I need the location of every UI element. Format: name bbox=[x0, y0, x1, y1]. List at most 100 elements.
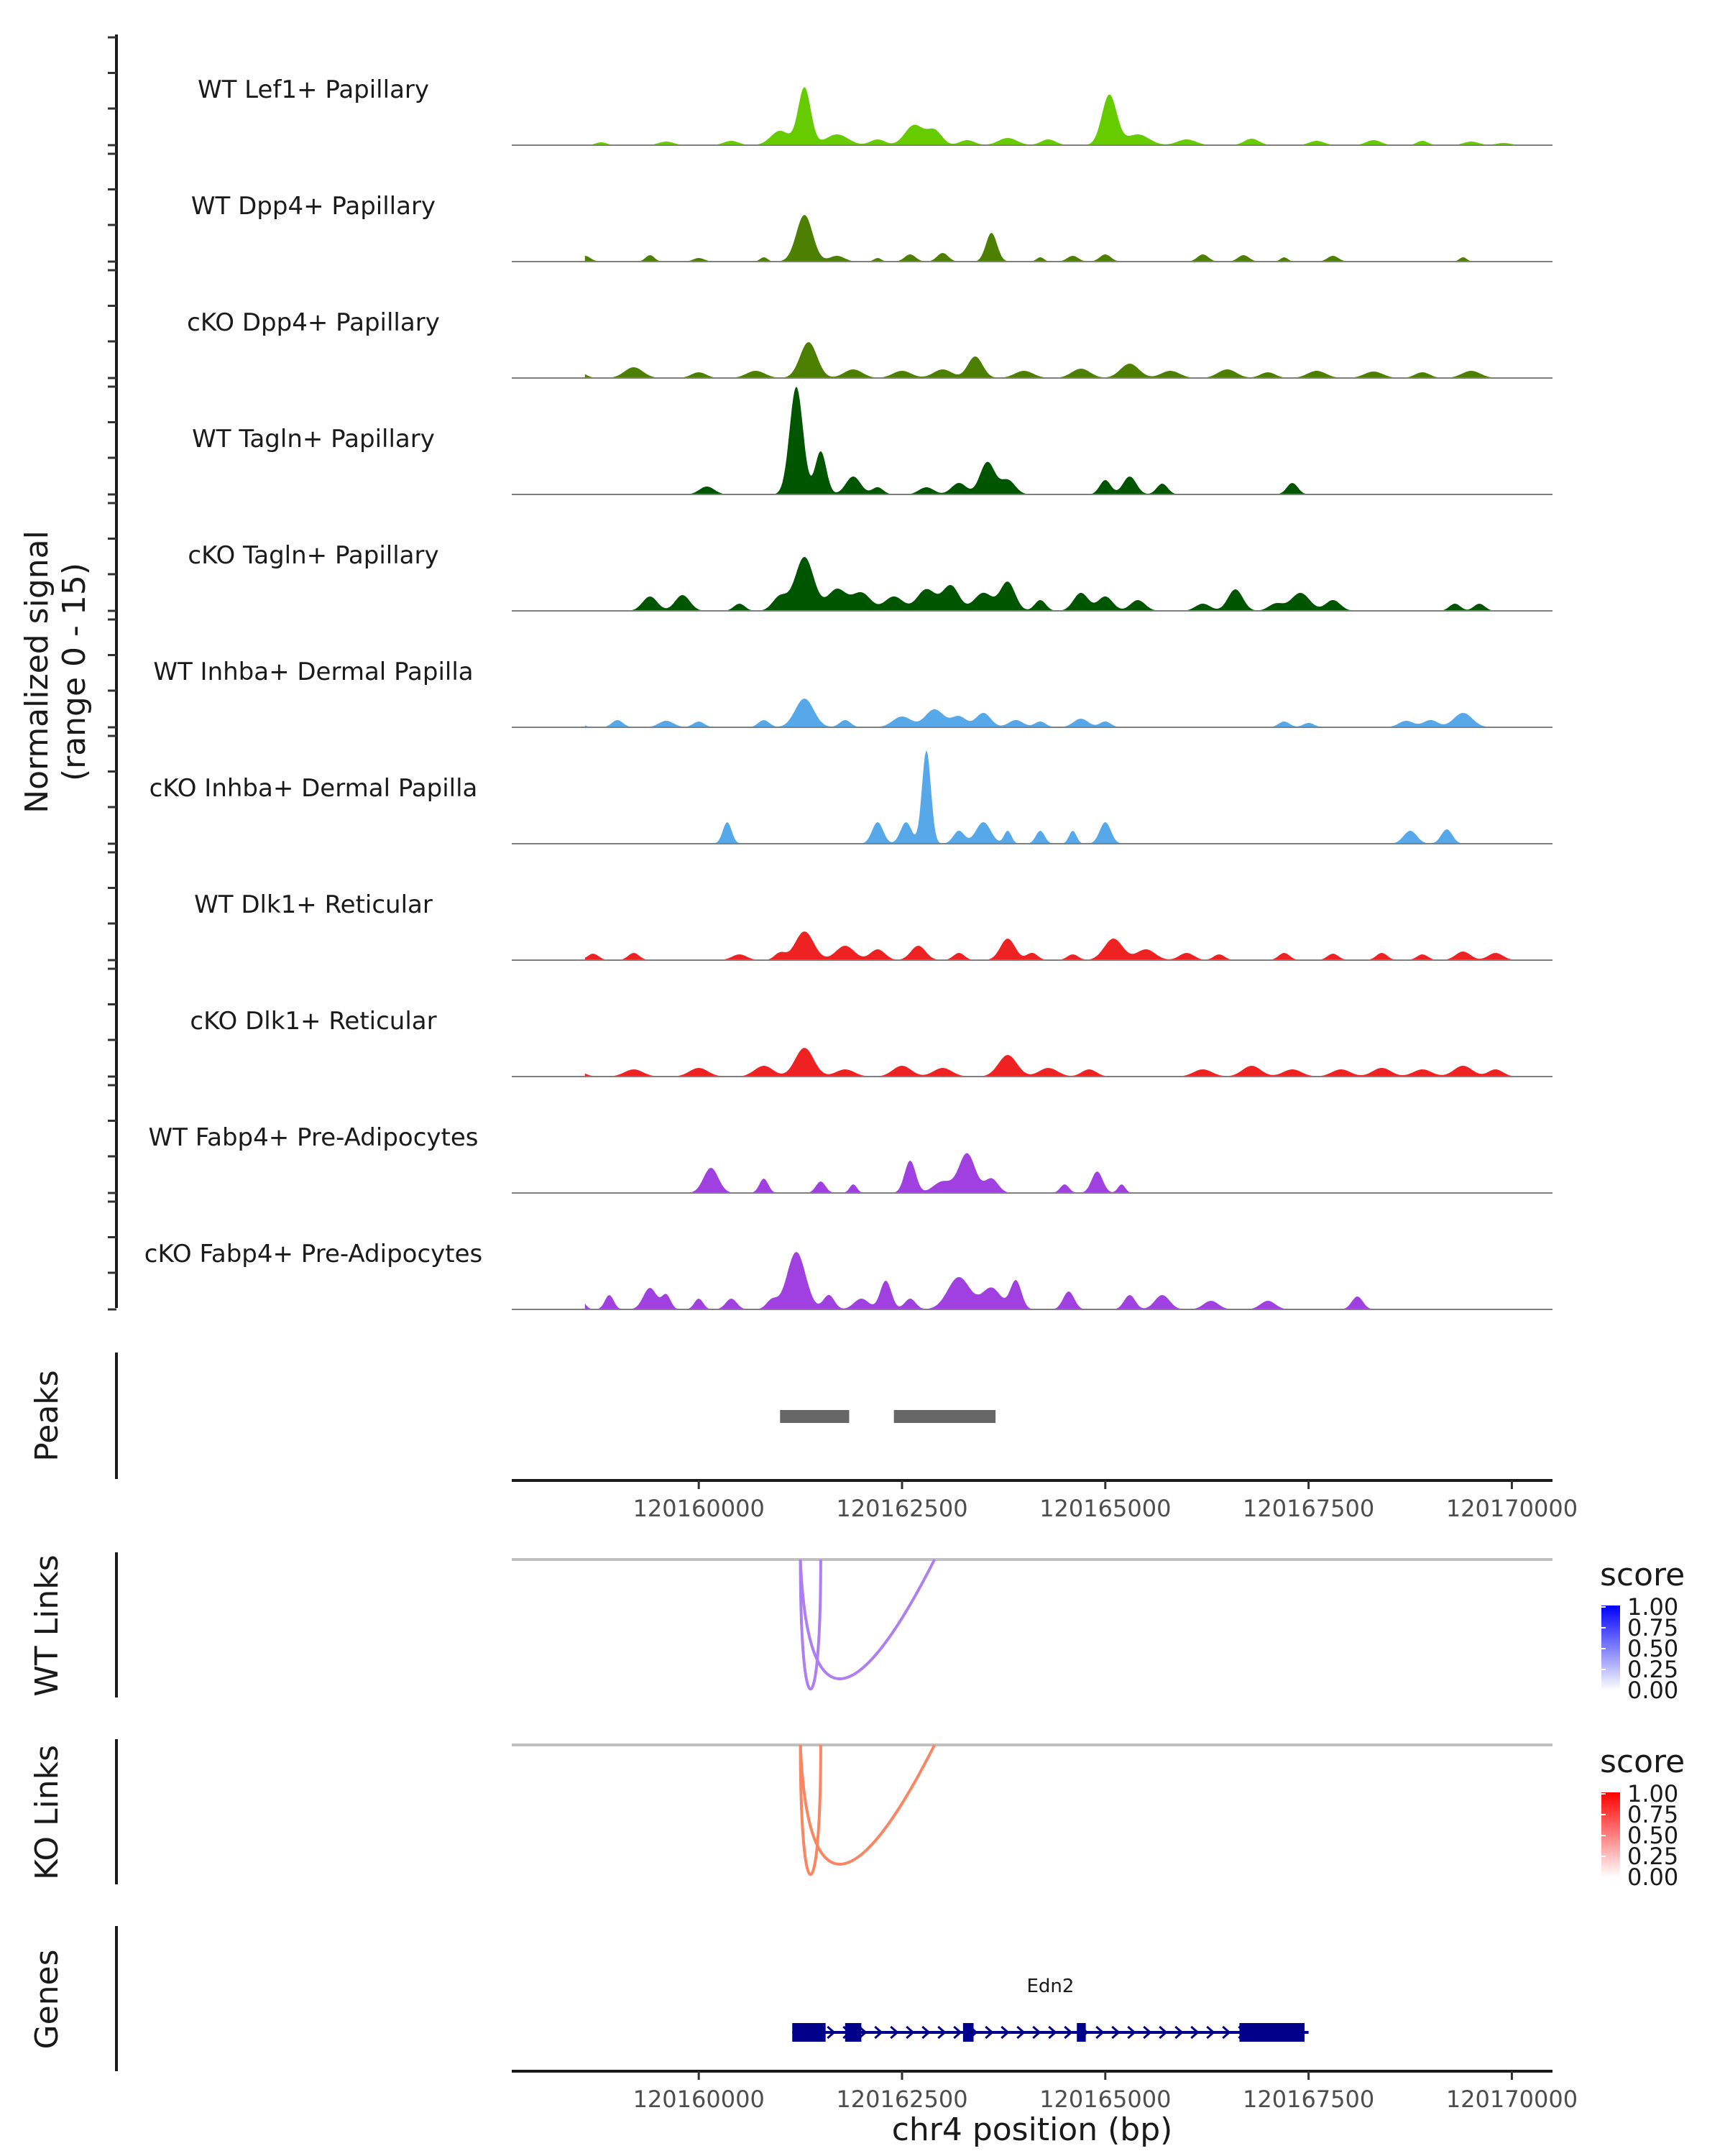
peak-region-bar bbox=[893, 1410, 996, 1423]
legend-tick-label: 0.25 bbox=[1627, 1843, 1678, 1870]
wt-score-legend: score 1.000.750.500.250.00 bbox=[1600, 1557, 1685, 1704]
strand-arrow bbox=[1159, 2025, 1168, 2040]
strand-arrow bbox=[1190, 2025, 1200, 2040]
strand-arrow bbox=[1048, 2025, 1057, 2040]
strand-arrow bbox=[1143, 2025, 1152, 2040]
gene-exon bbox=[962, 2023, 974, 2042]
legend-tick-label: 0.50 bbox=[1627, 1635, 1678, 1662]
gene-exon bbox=[792, 2023, 826, 2042]
genes-panel: Genes Edn2 120160000 120162500 120165000 12… bbox=[29, 1926, 1578, 2148]
strand-arrow bbox=[1206, 2025, 1215, 2040]
x-tick-label: 120170000 bbox=[1446, 1495, 1578, 1522]
gene-exon bbox=[1239, 2023, 1305, 2042]
track-label: cKO Dlk1+ Reticular bbox=[190, 1007, 436, 1036]
x-tick-label: 120160000 bbox=[633, 2086, 765, 2113]
x-axis-title: chr4 position (bp) bbox=[892, 2111, 1173, 2148]
legend-tick-label: 0.00 bbox=[1627, 1864, 1678, 1891]
strand-arrow bbox=[906, 2025, 915, 2040]
x-tick-label: 120170000 bbox=[1446, 2086, 1578, 2113]
coverage-track: cKO Fabp4+ Pre-Adipocytes bbox=[144, 1240, 1552, 1310]
x-tick-label: 120165000 bbox=[1039, 1495, 1171, 1522]
gene-name-label: Edn2 bbox=[1026, 1976, 1074, 1997]
coverage-track: WT Dlk1+ Reticular bbox=[194, 890, 1552, 961]
coverage-y-ticks bbox=[108, 36, 116, 1311]
genes-panel-label: Genes bbox=[29, 1949, 65, 2049]
peak-region-bar bbox=[780, 1410, 850, 1423]
coverage-signal-area bbox=[584, 931, 1552, 960]
peaks-panel-label: Peaks bbox=[29, 1370, 65, 1461]
coverage-signal-area bbox=[584, 1252, 1552, 1309]
x-axis-ticks-lower: 120160000 120162500 120165000 120167500 1201… bbox=[633, 2071, 1578, 2113]
coverage-y-axis-title: Normalized signal bbox=[19, 530, 55, 814]
x-tick-label: 120165000 bbox=[1039, 2086, 1171, 2113]
coverage-signal-area bbox=[584, 1048, 1552, 1077]
gene-model bbox=[792, 2023, 1309, 2042]
strand-arrow bbox=[1127, 2025, 1136, 2040]
legend-tick-label: 0.75 bbox=[1627, 1614, 1678, 1641]
ko-score-legend: score 1.000.750.500.250.00 bbox=[1600, 1743, 1685, 1891]
legend-tick-label: 0.25 bbox=[1627, 1656, 1678, 1683]
wt-links-panel-label: WT Links bbox=[29, 1554, 65, 1696]
link-arc bbox=[799, 1559, 937, 1680]
track-label: WT Fabp4+ Pre-Adipocytes bbox=[149, 1123, 479, 1152]
coverage-y-axis-range: (range 0 - 15) bbox=[56, 563, 93, 781]
track-label: WT Dlk1+ Reticular bbox=[194, 890, 433, 919]
strand-arrow bbox=[890, 2025, 899, 2040]
strand-arrow bbox=[1222, 2025, 1231, 2040]
gene-exon bbox=[1077, 2023, 1086, 2042]
legend-tick-label: 1.00 bbox=[1627, 1780, 1678, 1807]
strand-arrow bbox=[953, 2025, 962, 2040]
coverage-signal-area bbox=[584, 556, 1552, 611]
peaks-panel: Peaks 120160000 120162500 120165000 1201675… bbox=[29, 1353, 1578, 1522]
wt-legend-ticks: 1.000.750.500.250.00 bbox=[1601, 1593, 1678, 1704]
ko-links-panel-label: KO Links bbox=[29, 1745, 65, 1880]
coverage-track: cKO Dpp4+ Papillary bbox=[187, 308, 1552, 379]
x-tick-label: 120160000 bbox=[633, 1495, 765, 1522]
track-label: cKO Inhba+ Dermal Papilla bbox=[150, 774, 478, 803]
strand-arrow bbox=[1000, 2025, 1010, 2040]
track-label: cKO Dpp4+ Papillary bbox=[187, 308, 440, 337]
track-label: WT Inhba+ Dermal Papilla bbox=[153, 658, 473, 686]
x-axis-ticks-upper: 120160000 120162500 120165000 120167500 1201… bbox=[633, 1480, 1578, 1522]
wt-legend-title: score bbox=[1600, 1557, 1685, 1593]
ko-legend-title: score bbox=[1600, 1743, 1685, 1780]
x-tick-label: 120167500 bbox=[1243, 1495, 1374, 1522]
gene-exon bbox=[845, 2023, 862, 2042]
wt-links-panel: WT Links bbox=[29, 1552, 1552, 1697]
legend-tick-label: 0.75 bbox=[1627, 1801, 1678, 1828]
ko-legend-ticks: 1.000.750.500.250.00 bbox=[1601, 1780, 1678, 1891]
track-label: WT Dpp4+ Papillary bbox=[191, 192, 436, 221]
x-tick-label: 120162500 bbox=[836, 1495, 967, 1522]
coverage-track: WT Lef1+ Papillary bbox=[198, 75, 1552, 146]
strand-arrow bbox=[1064, 2025, 1073, 2040]
strand-arrow bbox=[921, 2025, 931, 2040]
coverage-track: WT Dpp4+ Papillary bbox=[191, 192, 1552, 262]
peak-bars bbox=[780, 1410, 996, 1423]
link-arc bbox=[799, 1559, 822, 1691]
strand-arrow bbox=[1016, 2025, 1026, 2040]
ko-link-arcs bbox=[799, 1744, 937, 1876]
x-tick-label: 120162500 bbox=[836, 2086, 967, 2113]
strand-arrow bbox=[985, 2025, 994, 2040]
link-arc bbox=[799, 1744, 937, 1866]
coverage-track: WT Fabp4+ Pre-Adipocytes bbox=[149, 1123, 1552, 1194]
coverage-track: cKO Dlk1+ Reticular bbox=[190, 1007, 1552, 1077]
track-label: cKO Fabp4+ Pre-Adipocytes bbox=[144, 1240, 483, 1268]
strand-arrow bbox=[827, 2025, 836, 2040]
ko-links-panel: KO Links bbox=[29, 1739, 1552, 1884]
strand-arrow bbox=[1111, 2025, 1121, 2040]
legend-tick-label: 0.50 bbox=[1627, 1822, 1678, 1849]
track-label: cKO Tagln+ Papillary bbox=[188, 541, 438, 570]
link-arc bbox=[799, 1744, 822, 1876]
strand-arrow bbox=[1174, 2025, 1184, 2040]
strand-arrow bbox=[937, 2025, 947, 2040]
legend-tick-label: 0.00 bbox=[1627, 1677, 1678, 1704]
track-label: WT Lef1+ Papillary bbox=[198, 75, 429, 104]
coverage-track: WT Tagln+ Papillary bbox=[192, 387, 1552, 495]
coverage-track: WT Inhba+ Dermal Papilla bbox=[153, 658, 1552, 728]
coverage-signal-area bbox=[584, 699, 1552, 727]
coverage-panel: Normalized signal (range 0 - 15) WT Lef1… bbox=[19, 34, 1552, 1311]
coverage-track: cKO Inhba+ Dermal Papilla bbox=[150, 750, 1552, 844]
